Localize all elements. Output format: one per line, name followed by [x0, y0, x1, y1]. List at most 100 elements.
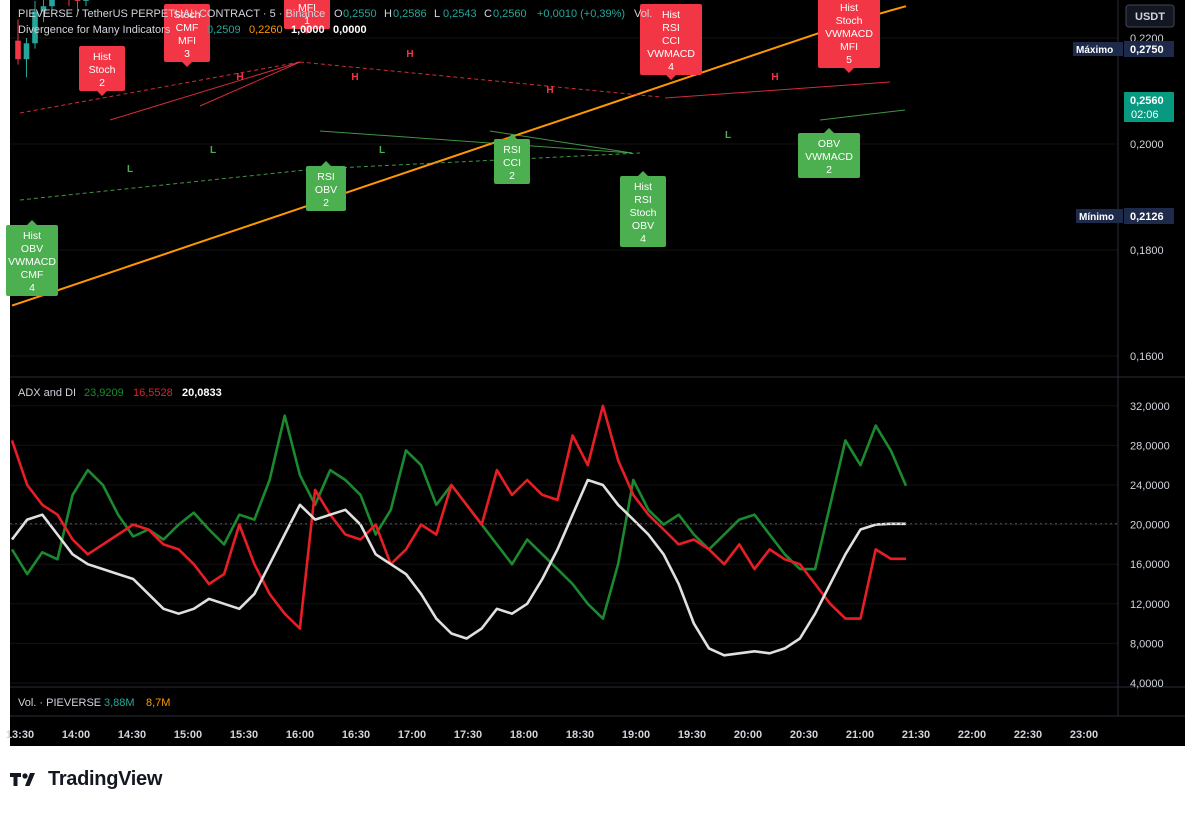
- divergence-label-text: 3: [184, 48, 190, 60]
- currency-button[interactable]: USDT: [1125, 4, 1175, 28]
- divergence-label-pointer: [97, 91, 107, 96]
- tradingview-logo[interactable]: TradingView: [10, 766, 162, 792]
- divergence-label-pointer: [302, 29, 312, 34]
- symbol-title: PIEVERSE / TetherUS PERPETUAL CONTRACT ·…: [18, 8, 325, 20]
- divergence-label-pointer: [638, 171, 648, 176]
- divergence-label-pointer: [844, 68, 854, 73]
- divergence-label-text: RSI: [317, 171, 335, 183]
- divergence-label-text: MFI: [178, 35, 196, 47]
- divergence-label-text: 1: [304, 15, 310, 27]
- divergence-label: MACDHistStochVWMACDMFI5: [818, 0, 880, 73]
- pivot-low-label: L: [210, 145, 216, 156]
- time-tick-label: 23:00: [1070, 729, 1098, 741]
- divergence-label-text: Hist: [93, 51, 111, 63]
- divergence-label-pointer: [321, 161, 331, 166]
- pivot-low-label: L: [379, 145, 385, 156]
- candle-body: [32, 11, 38, 44]
- divergence-label-pointer: [507, 134, 517, 139]
- ohlc-value: 0,2586: [393, 8, 427, 20]
- pivot-low-label: L: [725, 130, 731, 141]
- divergence-label-bg: [306, 166, 346, 211]
- max-tag-bg: [1073, 42, 1123, 56]
- candle[interactable]: [32, 0, 38, 49]
- time-tick-label: 15:30: [230, 729, 258, 741]
- candle-body: [49, 0, 55, 7]
- axes: 0,28000,26000,24000,22000,20000,18000,16…: [6, 4, 1175, 741]
- divergence-label-text: Hist: [840, 2, 858, 14]
- adx-tick-label: 24,0000: [1130, 480, 1170, 492]
- divergence-label-text: MFI: [298, 2, 316, 14]
- ohlc-value: 0,2543: [443, 8, 477, 20]
- divergence-line: [819, 109, 906, 121]
- time-tick-label: 13:30: [6, 729, 34, 741]
- divergence-label-text: OBV: [632, 220, 654, 232]
- divergence-label-text: OBV: [315, 184, 337, 196]
- time-tick-label: 20:30: [790, 729, 818, 741]
- adx-lines[interactable]: [10, 404, 1118, 657]
- divergence-line: [299, 61, 661, 98]
- divergence-lines: [19, 61, 906, 201]
- time-tick-label: 21:00: [846, 729, 874, 741]
- divergence-label-text: CCI: [503, 157, 521, 169]
- time-tick-label: 22:30: [1014, 729, 1042, 741]
- divergence-label-text: VWMACD: [825, 28, 873, 40]
- divergence-line: [319, 130, 633, 154]
- divergence-label-text: 5: [846, 54, 852, 66]
- pivot-high-label: H: [771, 72, 778, 83]
- pivot-high-label: H: [351, 72, 358, 83]
- min-tag-bg: [1076, 209, 1123, 223]
- price-change: +0,0010 (+0,39%): [537, 8, 625, 20]
- time-tick-label: 22:00: [958, 729, 986, 741]
- adx-tick-label: 28,0000: [1130, 440, 1170, 452]
- divergence-label-text: RSI: [503, 144, 521, 156]
- indicator-name: Divergence for Many Indicators: [18, 24, 171, 36]
- currency-button-label: USDT: [1135, 11, 1165, 23]
- adx-value: 16,5528: [133, 387, 173, 399]
- divergence-label-text: CMF: [21, 269, 44, 281]
- divergence-label-pointer: [666, 75, 676, 80]
- divergence-label-text: OBV: [818, 138, 840, 150]
- currency-button-bg: [1125, 4, 1175, 28]
- divergence-label-text: RSI: [662, 22, 680, 34]
- adx-line[interactable]: [10, 478, 906, 657]
- min-value-bg: [1124, 208, 1174, 224]
- time-tick-label: 21:30: [902, 729, 930, 741]
- candle[interactable]: [15, 19, 21, 65]
- candle-body: [83, 0, 89, 1]
- adx-tick-label: 16,0000: [1130, 559, 1170, 571]
- candle[interactable]: [23, 38, 30, 78]
- time-tick-label: 17:00: [398, 729, 426, 741]
- candle[interactable]: [83, 0, 89, 7]
- divergence-label-text: 4: [668, 61, 674, 73]
- divergence-label-bg: [494, 139, 530, 184]
- current-price-tag[interactable]: [1124, 92, 1174, 122]
- tradingview-logo-icon: [10, 773, 35, 786]
- adx-minus-di-line[interactable]: [10, 404, 906, 630]
- time-tick-label: 17:30: [454, 729, 482, 741]
- candle[interactable]: [49, 0, 55, 12]
- tradingview-logo-text: TradingView: [48, 767, 163, 790]
- current-price-value: 0,2560: [1130, 95, 1164, 107]
- indicator-value: 0,2509: [207, 24, 241, 36]
- divergence-label-bg: [798, 133, 860, 178]
- divergence-label-text: Hist: [23, 230, 41, 242]
- ohlc-key: O: [334, 8, 343, 20]
- adx-tick-label: 4,0000: [1130, 678, 1164, 690]
- ohlc-key: L: [434, 8, 440, 20]
- candlesticks[interactable]: [15, 0, 896, 78]
- adx-tick-label: 32,0000: [1130, 401, 1170, 413]
- candle[interactable]: [74, 0, 81, 12]
- pivot-high-label: H: [236, 72, 243, 83]
- candle[interactable]: [40, 0, 47, 23]
- divergence-line: [664, 81, 891, 99]
- volume-value: 8,7M: [146, 697, 170, 709]
- time-tick-label: 16:30: [342, 729, 370, 741]
- divergence-label-text: MACD: [834, 0, 865, 1]
